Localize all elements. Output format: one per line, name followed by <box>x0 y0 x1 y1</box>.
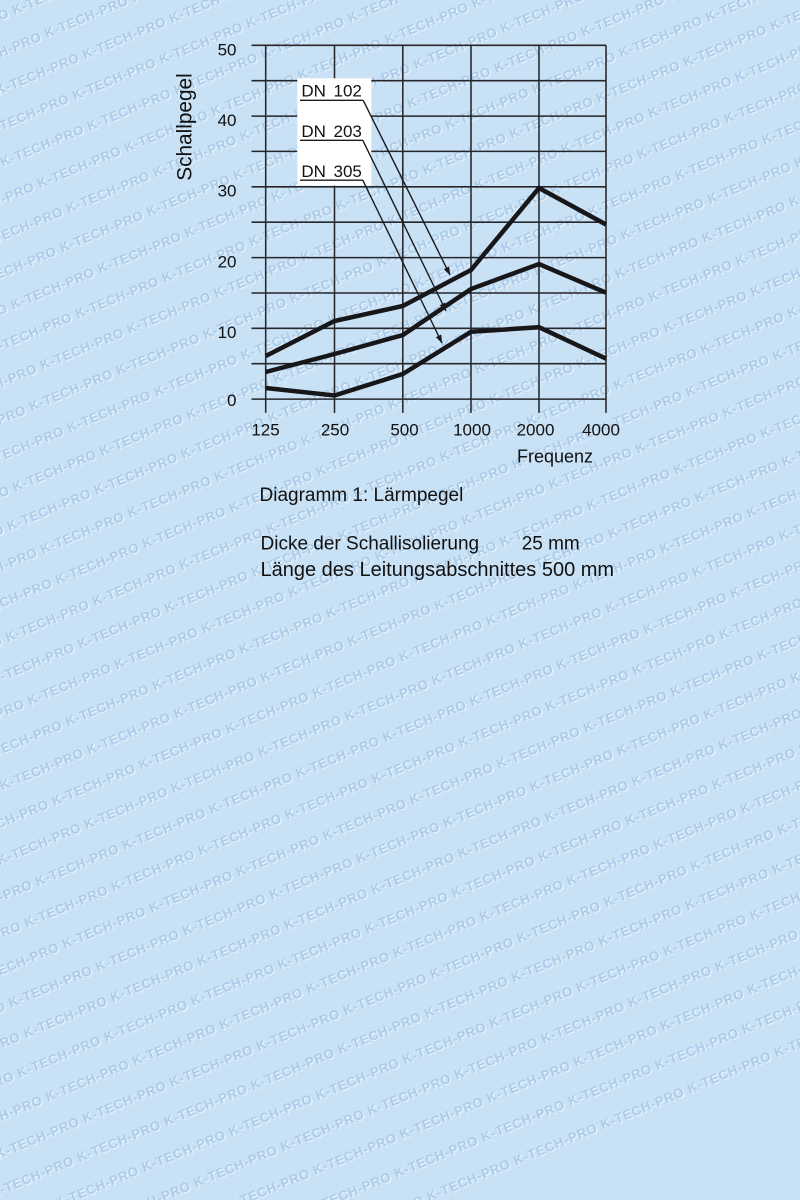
svg-text:10: 10 <box>218 323 237 342</box>
svg-text:50: 50 <box>218 40 237 59</box>
svg-text:Dicke der Schallisolierung: Dicke der Schallisolierung <box>261 533 480 554</box>
svg-text:25 mm: 25 mm <box>522 533 580 554</box>
svg-text:Schallpegel: Schallpegel <box>174 73 197 181</box>
svg-text:DN: DN <box>301 82 326 101</box>
svg-text:4000: 4000 <box>582 420 620 439</box>
svg-text:0: 0 <box>227 391 236 410</box>
svg-text:203: 203 <box>334 122 362 141</box>
svg-text:DN: DN <box>301 122 326 141</box>
svg-text:20: 20 <box>218 252 237 271</box>
svg-text:500: 500 <box>390 420 418 439</box>
svg-text:1000: 1000 <box>453 420 491 439</box>
svg-text:Länge des Leitungsabschnittes: Länge des Leitungsabschnittes 500 mm <box>261 559 615 581</box>
svg-text:125: 125 <box>251 420 279 439</box>
svg-text:30: 30 <box>218 182 237 201</box>
svg-text:40: 40 <box>218 111 237 130</box>
svg-text:2000: 2000 <box>517 420 555 439</box>
svg-text:Frequenz: Frequenz <box>517 446 593 466</box>
svg-text:250: 250 <box>321 420 349 439</box>
svg-text:Diagramm 1: Lärmpegel: Diagramm 1: Lärmpegel <box>260 485 464 506</box>
svg-text:102: 102 <box>334 82 362 101</box>
svg-text:305: 305 <box>334 162 362 181</box>
svg-text:DN: DN <box>301 162 326 181</box>
